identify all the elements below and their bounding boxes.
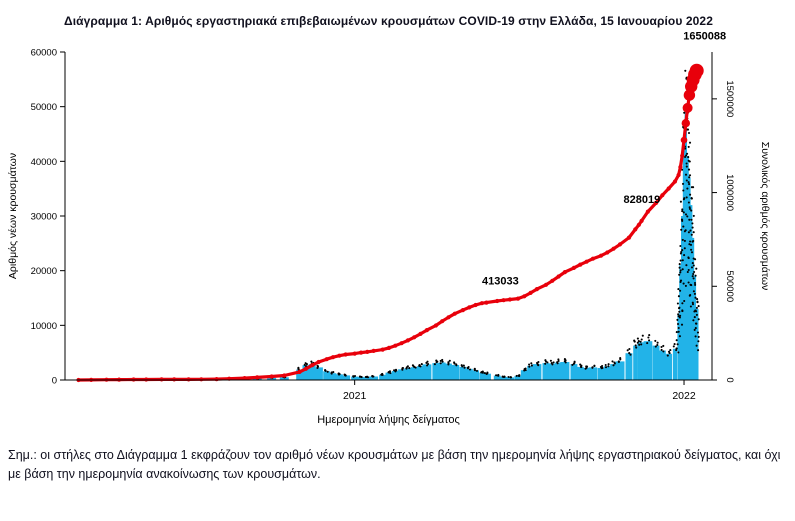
svg-text:1650088: 1650088: [683, 31, 726, 43]
covid-cases-chart: 0 10000 20000 30000 40000 50000 60000 0 500000 10…: [0, 30, 795, 438]
svg-text:2021: 2021: [343, 390, 367, 402]
svg-text:2022: 2022: [672, 390, 696, 402]
chart-title: Διάγραμμα 1: Αριθμός εργαστηριακά επιβεβ…: [64, 14, 785, 28]
svg-text:Αριθμός νέων κρουσμάτων: Αριθμός νέων κρουσμάτων: [7, 153, 19, 279]
svg-text:0: 0: [52, 376, 57, 387]
svg-text:1500000: 1500000: [724, 80, 735, 117]
svg-text:Ημερομηνία λήψης δείγματος: Ημερομηνία λήψης δείγματος: [317, 414, 460, 426]
svg-text:500000: 500000: [724, 270, 735, 302]
chart-footnote: Σημ.: οι στήλες στο Διάγραμμα 1 εκφράζου…: [8, 446, 785, 485]
svg-text:40000: 40000: [31, 157, 57, 168]
svg-text:828019: 828019: [624, 194, 661, 206]
svg-text:1000000: 1000000: [724, 174, 735, 211]
covid-figure: Διάγραμμα 1: Αριθμός εργαστηριακά επιβεβ…: [0, 14, 795, 485]
svg-text:0: 0: [724, 377, 735, 382]
svg-text:30000: 30000: [31, 212, 57, 223]
svg-text:Συνολικός αριθμός κρουσμάτων: Συνολικός αριθμός κρουσμάτων: [759, 142, 771, 291]
svg-text:20000: 20000: [31, 266, 57, 277]
svg-text:50000: 50000: [31, 102, 57, 113]
svg-text:413033: 413033: [482, 276, 519, 288]
svg-text:10000: 10000: [31, 321, 57, 332]
svg-text:60000: 60000: [31, 48, 57, 59]
